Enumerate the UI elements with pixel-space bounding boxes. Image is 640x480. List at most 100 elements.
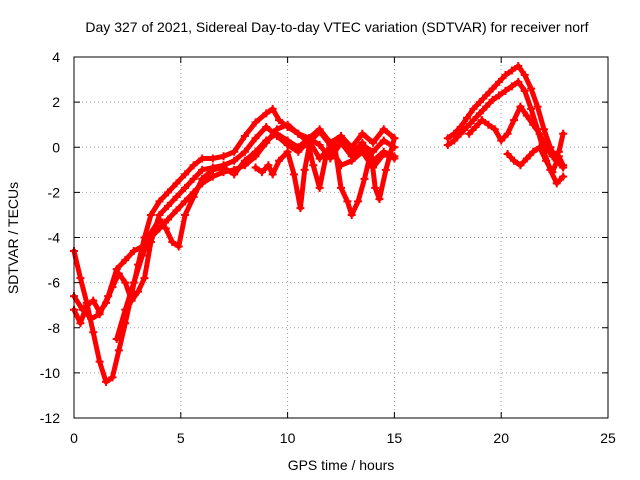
data-point — [283, 120, 292, 129]
data-point — [337, 138, 345, 147]
data-point — [475, 98, 484, 107]
data-point — [108, 373, 117, 382]
series-layer — [70, 62, 568, 386]
data-point — [354, 197, 363, 206]
data-point — [533, 102, 542, 111]
data-point — [456, 129, 465, 138]
data-point — [268, 170, 277, 179]
y-tick-label: 4 — [52, 49, 60, 65]
data-point — [501, 71, 510, 80]
series-line — [466, 104, 566, 159]
data-point — [104, 292, 113, 301]
data-point — [495, 77, 504, 86]
data-point — [516, 102, 525, 111]
data-point — [134, 287, 143, 296]
data-point — [304, 134, 313, 143]
data-point — [140, 274, 149, 283]
data-point — [174, 242, 183, 251]
series-track-9 — [503, 143, 568, 177]
data-point — [375, 195, 384, 204]
data-point — [343, 197, 352, 206]
data-point — [257, 168, 266, 177]
data-point — [371, 183, 380, 192]
grid-layer — [74, 57, 608, 418]
data-point — [315, 154, 324, 163]
data-point — [82, 301, 91, 310]
data-point — [268, 104, 277, 113]
data-point — [163, 201, 172, 210]
data-point — [121, 278, 130, 287]
x-tick-label: 20 — [493, 430, 509, 446]
y-tick-label: 0 — [52, 139, 60, 155]
data-point — [514, 77, 523, 86]
data-point — [465, 129, 474, 138]
data-point — [87, 314, 96, 323]
data-point — [443, 134, 452, 143]
series-line — [71, 122, 397, 322]
data-point — [497, 136, 506, 145]
data-point — [552, 179, 561, 188]
data-point — [251, 118, 260, 127]
data-point — [230, 170, 239, 179]
data-point — [89, 296, 98, 305]
data-point — [89, 328, 98, 337]
data-point — [503, 129, 512, 138]
series-line — [505, 144, 566, 175]
data-point — [490, 125, 499, 134]
x-tick-label: 5 — [177, 430, 185, 446]
data-point — [443, 140, 452, 149]
data-point — [208, 165, 217, 174]
data-point — [347, 210, 356, 219]
data-point — [121, 256, 130, 265]
data-point — [315, 183, 324, 192]
y-tick-label: -10 — [40, 365, 60, 381]
data-point — [198, 165, 207, 174]
data-point — [163, 215, 172, 224]
data-point — [529, 120, 538, 129]
data-point — [272, 129, 281, 138]
data-point — [330, 140, 339, 149]
data-point — [527, 84, 536, 93]
data-point — [482, 91, 491, 100]
data-point — [138, 251, 147, 260]
data-point — [514, 62, 523, 71]
ticks-layer: 0 5 10 15 20 25 -12 -10 -8 -6 -4 -2 0 2 4 — [40, 49, 616, 446]
data-point — [230, 156, 239, 165]
data-point — [315, 140, 324, 149]
data-point — [559, 172, 568, 181]
data-point — [155, 197, 164, 206]
data-point — [294, 143, 303, 152]
data-point — [240, 156, 249, 165]
data-point — [527, 104, 536, 113]
data-point — [163, 188, 172, 197]
data-point — [300, 165, 309, 174]
data-point — [114, 346, 123, 355]
data-point — [529, 147, 538, 156]
data-point — [516, 161, 525, 170]
data-point — [95, 310, 104, 319]
data-point — [507, 66, 516, 75]
data-point — [189, 192, 198, 201]
data-point — [155, 215, 164, 224]
data-point — [379, 147, 388, 156]
y-tick-label: -2 — [48, 184, 61, 200]
data-point — [275, 156, 284, 165]
y-tick-label: 2 — [52, 94, 60, 110]
data-point — [507, 82, 516, 91]
data-point — [181, 183, 190, 192]
chart-title: Day 327 of 2021, Sidereal Day-to-day VTE… — [85, 19, 588, 35]
data-point — [129, 278, 138, 287]
data-point — [554, 152, 563, 161]
data-point — [522, 111, 531, 120]
data-point — [366, 147, 375, 156]
data-point — [304, 143, 313, 152]
y-tick-label: -8 — [48, 320, 61, 336]
data-point — [488, 84, 497, 93]
data-point — [208, 172, 217, 181]
data-point — [309, 161, 318, 170]
data-point — [181, 197, 190, 206]
data-point — [296, 204, 305, 213]
y-tick-label: -4 — [48, 230, 61, 246]
data-point — [181, 210, 190, 219]
